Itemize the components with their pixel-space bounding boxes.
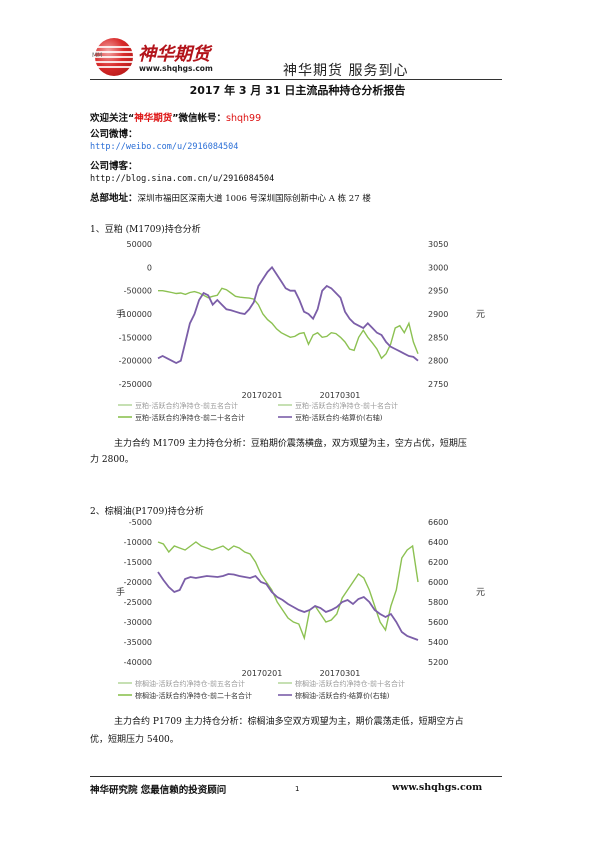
series-line-net-position [158, 287, 419, 360]
analysis-soybean-meal: 主力合约 M1709 主力持仓分析：豆粕期价震荡横盘，双方观望为主，空方占优，短… [114, 436, 504, 452]
legend-label: 棕榈油-活跃合约净持仓-前五名合计 [135, 679, 245, 688]
right-tick-label: 5400 [428, 638, 448, 647]
analysis-palm-oil-line1: 主力合约 P1709 主力持仓分析：棕榈油多空双方观望为主，期价震荡走低，短期空… [114, 717, 464, 727]
x-tick-label: 20170301 [320, 391, 361, 400]
weibo-label: 公司微博： [90, 129, 138, 140]
address-text: 深圳市福田区深南大道 1006 号深圳国际创新中心 A 栋 27 楼 [137, 194, 371, 204]
left-tick-label: -30000 [124, 618, 152, 627]
wechat-prefix: 欢迎关注“ [90, 113, 135, 124]
right-tick-label: 6000 [428, 578, 448, 587]
left-tick-label: 50000 [127, 240, 152, 249]
x-tick-label: 20170201 [242, 391, 283, 400]
section-heading-soybean-meal: 1、豆粕 (M1709)持仓分析 [90, 225, 201, 235]
analysis-palm-oil: 主力合约 P1709 主力持仓分析：棕榈油多空双方观望为主，期价震荡走低，短期空… [114, 714, 504, 730]
weibo-link[interactable]: http://weibo.com/u/2916084504 [90, 142, 239, 152]
right-tick-label: 2850 [428, 333, 448, 342]
analysis-soybean-meal-line1: 主力合约 M1709 主力持仓分析：豆粕期价震荡横盘，双方观望为主，空方占优，短… [114, 439, 467, 449]
logo-url: www.shqhgs.com [139, 64, 213, 73]
wechat-brand: 神华期货 [134, 113, 173, 124]
footer-divider [90, 776, 502, 777]
page-number: 1 [295, 785, 300, 793]
legend-label: 棕榈油-活跃合约净持仓-前十名合计 [295, 679, 405, 688]
left-tick-label: -150000 [119, 333, 152, 342]
chart-palm-oil: -5000 -10000 -15000 -20000 -25000 -30000 -3500… [116, 518, 485, 700]
left-axis-label: 手 [116, 586, 125, 598]
blog-url[interactable]: http://blog.sina.com.cn/u/2916084504 [90, 174, 275, 184]
right-tick-label: 5200 [428, 658, 448, 667]
left-tick-label: -20000 [124, 578, 152, 587]
left-tick-label: -50000 [124, 287, 152, 296]
legend-label: 豆粕-活跃合约-结算价(右轴) [295, 413, 383, 422]
legend-label: 豆粕-活跃合约净持仓-前十名合计 [295, 401, 398, 410]
legend-label: 棕榈油-活跃合约-结算价(右轴) [295, 691, 390, 700]
address-label: 总部地址： [90, 193, 138, 204]
left-tick-label: -250000 [119, 380, 152, 389]
left-axis-label: 手 [116, 308, 125, 320]
right-tick-label: 6600 [428, 518, 448, 527]
section-heading-palm-oil: 2、棕榈油(P1709)持仓分析 [90, 507, 204, 517]
chart-soybean-meal: 50000 0 -50000 -100000 -150000 -200000 -250000… [116, 240, 485, 422]
blog-label: 公司博客： [90, 161, 138, 172]
right-tick-label: 3000 [428, 263, 448, 272]
logo-mark: MM [92, 52, 103, 59]
report-title: 2017 年 3 月 31 日主流品种持仓分析报告 [189, 84, 406, 97]
analysis-soybean-meal-line2: 力 2800。 [90, 455, 134, 465]
right-tick-label: 5800 [428, 598, 448, 607]
header-divider [90, 79, 502, 80]
right-tick-label: 2800 [428, 357, 448, 366]
right-tick-label: 2750 [428, 380, 448, 389]
logo-text: 神华期货 [138, 44, 210, 65]
logo-stripes [92, 46, 136, 70]
left-tick-label: -40000 [124, 658, 152, 667]
legend-label: 棕榈油-活跃合约净持仓-前二十名合计 [135, 691, 252, 700]
left-tick-label: -5000 [129, 518, 152, 527]
wechat-account: shqh99 [226, 113, 262, 124]
left-tick-label: -15000 [124, 558, 152, 567]
series-line-settlement-price [157, 571, 419, 641]
left-tick-label: -100000 [119, 310, 152, 319]
left-tick-label: -200000 [119, 357, 152, 366]
footer-left: 神华研究院 您最信赖的投资顾问 [90, 785, 227, 796]
legend-label: 豆粕-活跃合约净持仓-前二十名合计 [135, 413, 245, 422]
legend-label: 豆粕-活跃合约净持仓-前五名合计 [135, 401, 238, 410]
analysis-palm-oil-line2: 优，短期压力 5400。 [90, 735, 179, 745]
left-tick-label: -10000 [124, 538, 152, 547]
wechat-line: 欢迎关注“神华期货”微信帐号：shqh99 [90, 110, 261, 124]
right-tick-label: 2900 [428, 310, 448, 319]
x-tick-label: 20170201 [242, 669, 283, 678]
x-tick-label: 20170301 [320, 669, 361, 678]
right-tick-label: 6200 [428, 558, 448, 567]
right-axis-label: 元 [476, 310, 485, 320]
wechat-mid: ”微信帐号： [172, 113, 227, 124]
left-tick-label: -25000 [124, 598, 152, 607]
left-tick-label: 0 [147, 263, 152, 272]
series-line-settlement-price [157, 265, 419, 365]
right-tick-label: 2950 [428, 287, 448, 296]
left-tick-label: -35000 [124, 638, 152, 647]
right-tick-label: 3050 [428, 240, 448, 249]
header-slogan: 神华期货 服务到心 [283, 63, 409, 79]
right-axis-label: 元 [476, 588, 485, 598]
right-tick-label: 6400 [428, 538, 448, 547]
right-tick-label: 5600 [428, 618, 448, 627]
series-line-net-position [157, 541, 419, 641]
footer-website[interactable]: www.shqhgs.com [392, 782, 483, 793]
address-line: 总部地址：深圳市福田区深南大道 1006 号深圳国际创新中心 A 栋 27 楼 [90, 190, 371, 204]
